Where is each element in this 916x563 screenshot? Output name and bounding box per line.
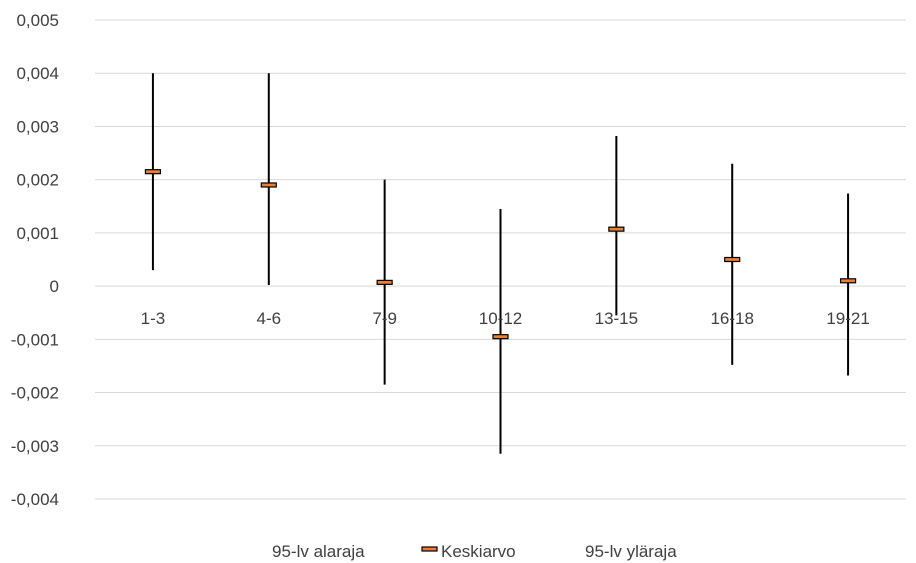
category-labels: 1-3 4-6 7-9 10-12 13-15 16-18 19-21	[141, 309, 870, 328]
mean-marker	[376, 279, 393, 285]
mean-markers	[144, 169, 857, 340]
y-tick-label: -0,004	[11, 490, 59, 509]
legend-upper-label: 95-lv yläraja	[585, 542, 677, 561]
mean-marker	[608, 226, 625, 232]
legend: 95-lv alaraja Keskiarvo 95-lv yläraja	[272, 542, 677, 561]
mean-marker	[724, 256, 741, 263]
y-tick-label: -0,003	[11, 437, 59, 456]
y-tick-label: -0,002	[11, 384, 59, 403]
error-bars	[151, 73, 850, 454]
category-label: 10-12	[479, 309, 522, 328]
y-tick-label: 0,004	[16, 64, 59, 83]
y-axis-ticks: -0,004 -0,003 -0,002 -0,001 0 0,001 0,002 0,003…	[11, 11, 59, 509]
y-tick-label: -0,001	[11, 330, 59, 349]
category-label: 1-3	[141, 309, 166, 328]
category-label: 4-6	[256, 309, 281, 328]
mean-marker	[260, 182, 277, 188]
y-tick-label: 0,001	[16, 224, 59, 243]
legend-lower-label: 95-lv alaraja	[272, 542, 365, 561]
legend-mean-marker	[421, 546, 438, 552]
y-tick-label: 0,005	[16, 11, 59, 30]
legend-mean-label: Keskiarvo	[441, 542, 516, 561]
mean-marker	[144, 169, 162, 175]
category-label: 19-21	[826, 309, 869, 328]
category-label: 7-9	[372, 309, 397, 328]
category-label: 16-18	[710, 309, 753, 328]
category-label: 13-15	[595, 309, 638, 328]
y-tick-label: 0,003	[16, 117, 59, 136]
y-tick-label: 0,002	[16, 171, 59, 190]
mean-marker	[839, 278, 857, 284]
mean-marker	[492, 334, 509, 340]
y-tick-label: 0	[50, 277, 59, 296]
